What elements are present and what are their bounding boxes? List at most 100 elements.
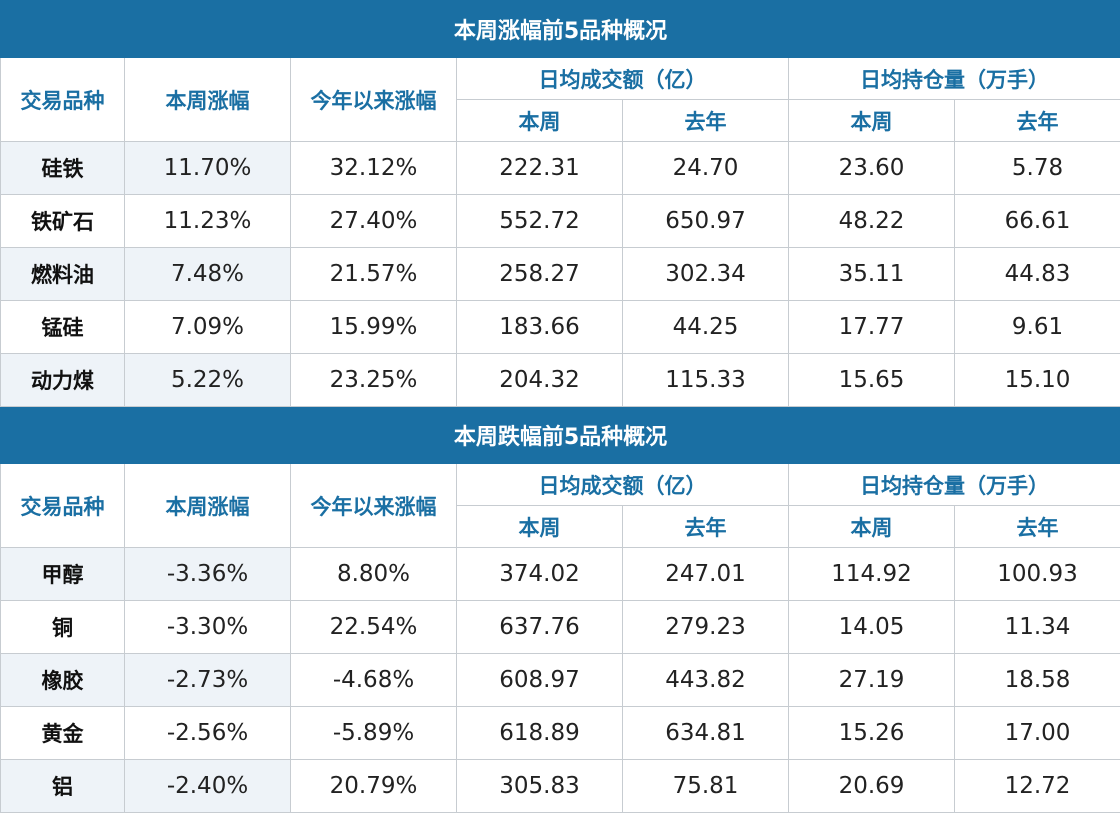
col-header-oi-this-week: 本周	[789, 100, 955, 142]
cell-vol-last: 650.97	[623, 195, 789, 248]
cell-oi-last: 5.78	[955, 142, 1120, 195]
cell-vol-last: 279.23	[623, 601, 789, 654]
cell-vol-week: 258.27	[457, 248, 623, 301]
col-header-vol-this-week: 本周	[457, 100, 623, 142]
cell-ytd: 21.57%	[291, 248, 457, 301]
cell-oi-last: 9.61	[955, 301, 1120, 354]
col-header-oi-last-year: 去年	[955, 506, 1120, 548]
cell-vol-last: 24.70	[623, 142, 789, 195]
product-name: 锰硅	[1, 301, 125, 354]
cell-oi-last: 66.61	[955, 195, 1120, 248]
cell-vol-week: 305.83	[457, 760, 623, 813]
cell-oi-week: 35.11	[789, 248, 955, 301]
section-title-row: 本周涨幅前5品种概况	[1, 1, 1120, 58]
product-name: 橡胶	[1, 654, 125, 707]
cell-week: 7.09%	[125, 301, 291, 354]
cell-oi-last: 11.34	[955, 601, 1120, 654]
cell-week: 11.23%	[125, 195, 291, 248]
col-header-week-change: 本周涨幅	[125, 58, 291, 142]
cell-oi-week: 48.22	[789, 195, 955, 248]
cell-vol-last: 115.33	[623, 354, 789, 407]
cell-oi-week: 20.69	[789, 760, 955, 813]
cell-oi-week: 27.19	[789, 654, 955, 707]
cell-week: -2.40%	[125, 760, 291, 813]
product-name: 硅铁	[1, 142, 125, 195]
cell-oi-last: 17.00	[955, 707, 1120, 760]
cell-vol-last: 75.81	[623, 760, 789, 813]
cell-oi-week: 14.05	[789, 601, 955, 654]
product-name: 甲醇	[1, 548, 125, 601]
col-header-product: 交易品种	[1, 58, 125, 142]
col-header-week-change: 本周涨幅	[125, 464, 291, 548]
header-row-1: 交易品种 本周涨幅 今年以来涨幅 日均成交额（亿） 日均持仓量（万手）	[1, 464, 1120, 506]
cell-week: 7.48%	[125, 248, 291, 301]
cell-ytd: 23.25%	[291, 354, 457, 407]
cell-oi-last: 18.58	[955, 654, 1120, 707]
col-header-product: 交易品种	[1, 464, 125, 548]
section-title-row: 本周跌幅前5品种概况	[1, 407, 1120, 464]
cell-vol-week: 618.89	[457, 707, 623, 760]
col-header-vol-this-week: 本周	[457, 506, 623, 548]
cell-vol-week: 204.32	[457, 354, 623, 407]
cell-oi-last: 12.72	[955, 760, 1120, 813]
col-header-avg-volume: 日均成交额（亿）	[457, 464, 789, 506]
product-name: 铁矿石	[1, 195, 125, 248]
col-header-avg-oi: 日均持仓量（万手）	[789, 464, 1120, 506]
col-header-ytd-change: 今年以来涨幅	[291, 464, 457, 548]
cell-oi-week: 15.65	[789, 354, 955, 407]
cell-vol-week: 608.97	[457, 654, 623, 707]
cell-ytd: 32.12%	[291, 142, 457, 195]
cell-vol-week: 374.02	[457, 548, 623, 601]
cell-vol-last: 302.34	[623, 248, 789, 301]
cell-vol-last: 247.01	[623, 548, 789, 601]
section-title: 本周跌幅前5品种概况	[1, 407, 1120, 464]
cell-week: -2.56%	[125, 707, 291, 760]
cell-vol-last: 443.82	[623, 654, 789, 707]
product-name: 动力煤	[1, 354, 125, 407]
cell-week: -3.30%	[125, 601, 291, 654]
col-header-avg-oi: 日均持仓量（万手）	[789, 58, 1120, 100]
cell-week: 11.70%	[125, 142, 291, 195]
cell-oi-week: 17.77	[789, 301, 955, 354]
cell-oi-last: 100.93	[955, 548, 1120, 601]
cell-ytd: -4.68%	[291, 654, 457, 707]
cell-vol-week: 637.76	[457, 601, 623, 654]
cell-oi-week: 114.92	[789, 548, 955, 601]
section-title: 本周涨幅前5品种概况	[1, 1, 1120, 58]
cell-ytd: 8.80%	[291, 548, 457, 601]
cell-ytd: 15.99%	[291, 301, 457, 354]
cell-ytd: 22.54%	[291, 601, 457, 654]
cell-week: -3.36%	[125, 548, 291, 601]
cell-oi-last: 15.10	[955, 354, 1120, 407]
cell-ytd: 20.79%	[291, 760, 457, 813]
col-header-vol-last-year: 去年	[623, 100, 789, 142]
col-header-oi-last-year: 去年	[955, 100, 1120, 142]
cell-vol-week: 552.72	[457, 195, 623, 248]
cell-oi-last: 44.83	[955, 248, 1120, 301]
cell-week: -2.73%	[125, 654, 291, 707]
header-row-1: 交易品种 本周涨幅 今年以来涨幅 日均成交额（亿） 日均持仓量（万手）	[1, 58, 1120, 100]
cell-oi-week: 23.60	[789, 142, 955, 195]
col-header-avg-volume: 日均成交额（亿）	[457, 58, 789, 100]
col-header-ytd-change: 今年以来涨幅	[291, 58, 457, 142]
cell-vol-last: 44.25	[623, 301, 789, 354]
col-header-oi-this-week: 本周	[789, 506, 955, 548]
product-name: 铜	[1, 601, 125, 654]
cell-vol-last: 634.81	[623, 707, 789, 760]
cell-oi-week: 15.26	[789, 707, 955, 760]
cell-ytd: 27.40%	[291, 195, 457, 248]
cell-ytd: -5.89%	[291, 707, 457, 760]
product-name: 燃料油	[1, 248, 125, 301]
